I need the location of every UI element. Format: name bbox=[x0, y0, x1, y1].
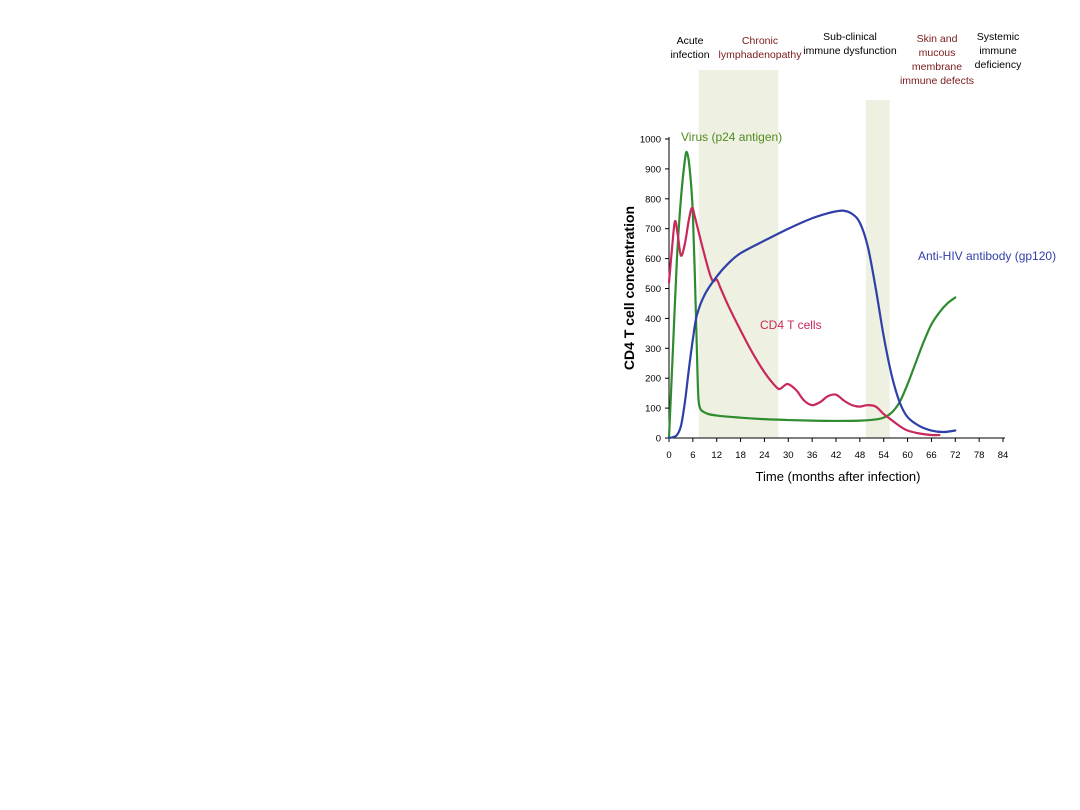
virus-p24-label: Virus (p24 antigen) bbox=[681, 130, 782, 144]
x-tick-label: 12 bbox=[711, 450, 722, 461]
x-tick-label: 42 bbox=[831, 450, 842, 461]
series-labels: Virus (p24 antigen) CD4 T cells Anti-HIV a… bbox=[681, 130, 1056, 332]
y-tick-label: 500 bbox=[645, 284, 661, 295]
phase-shade-3 bbox=[865, 100, 890, 438]
phase-shading bbox=[698, 70, 890, 438]
x-axis-title: Time (months after infection) bbox=[756, 469, 921, 484]
y-tick-label: 600 bbox=[645, 254, 661, 265]
y-tick-label: 700 bbox=[645, 224, 661, 235]
x-tick-label: 30 bbox=[783, 450, 794, 461]
y-tick-label: 300 bbox=[645, 344, 661, 355]
anti-hiv-antibody-label: Anti-HIV antibody (gp120) bbox=[918, 249, 1056, 263]
y-tick-label: 800 bbox=[645, 194, 661, 205]
x-tick-label: 78 bbox=[974, 450, 985, 461]
x-tick-label: 84 bbox=[998, 450, 1009, 461]
x-tick-label: 0 bbox=[666, 450, 671, 461]
x-tick-label: 66 bbox=[926, 450, 937, 461]
x-tick-label: 36 bbox=[807, 450, 818, 461]
phase-label-2: Sub-clinical immune dysfunction bbox=[803, 31, 897, 57]
x-tick-label: 24 bbox=[759, 450, 770, 461]
virus-p24-line bbox=[667, 150, 957, 440]
phase-label-0: Acute infection bbox=[670, 35, 709, 61]
y-tick-label: 200 bbox=[645, 374, 661, 385]
axes: 0 6 12 18 24 30 36 42 48 54 60 66 72 78 84 0 100 200 300 40… bbox=[640, 135, 1008, 462]
x-tick-label: 54 bbox=[878, 450, 889, 461]
y-tick-label: 0 bbox=[656, 434, 661, 445]
cd4-t-cells-line bbox=[667, 206, 941, 437]
phase-labels: Acute infection Chronic lymphadenopathySub-… bbox=[670, 31, 1022, 87]
x-tick-label: 18 bbox=[735, 450, 746, 461]
anti-hiv-antibody-line bbox=[667, 209, 957, 440]
y-tick-label: 900 bbox=[645, 164, 661, 175]
cd4-t-cells-label: CD4 T cells bbox=[760, 318, 822, 332]
phase-label-1: Chronic lymphadenopathy bbox=[719, 35, 803, 61]
y-tick-label: 400 bbox=[645, 314, 661, 325]
x-tick-label: 48 bbox=[855, 450, 866, 461]
y-tick-label: 1000 bbox=[640, 135, 661, 146]
phase-label-3: Skin and mucous membrane immune defects bbox=[900, 33, 974, 87]
x-tick-label: 6 bbox=[690, 450, 695, 461]
series-lines bbox=[667, 150, 957, 440]
x-tick-label: 60 bbox=[902, 450, 913, 461]
y-tick-label: 100 bbox=[645, 404, 661, 415]
phase-label-4: Systemic immune deficiency bbox=[975, 31, 1022, 71]
x-tick-label: 72 bbox=[950, 450, 961, 461]
y-axis-title: CD4 T cell concentration bbox=[621, 206, 637, 370]
